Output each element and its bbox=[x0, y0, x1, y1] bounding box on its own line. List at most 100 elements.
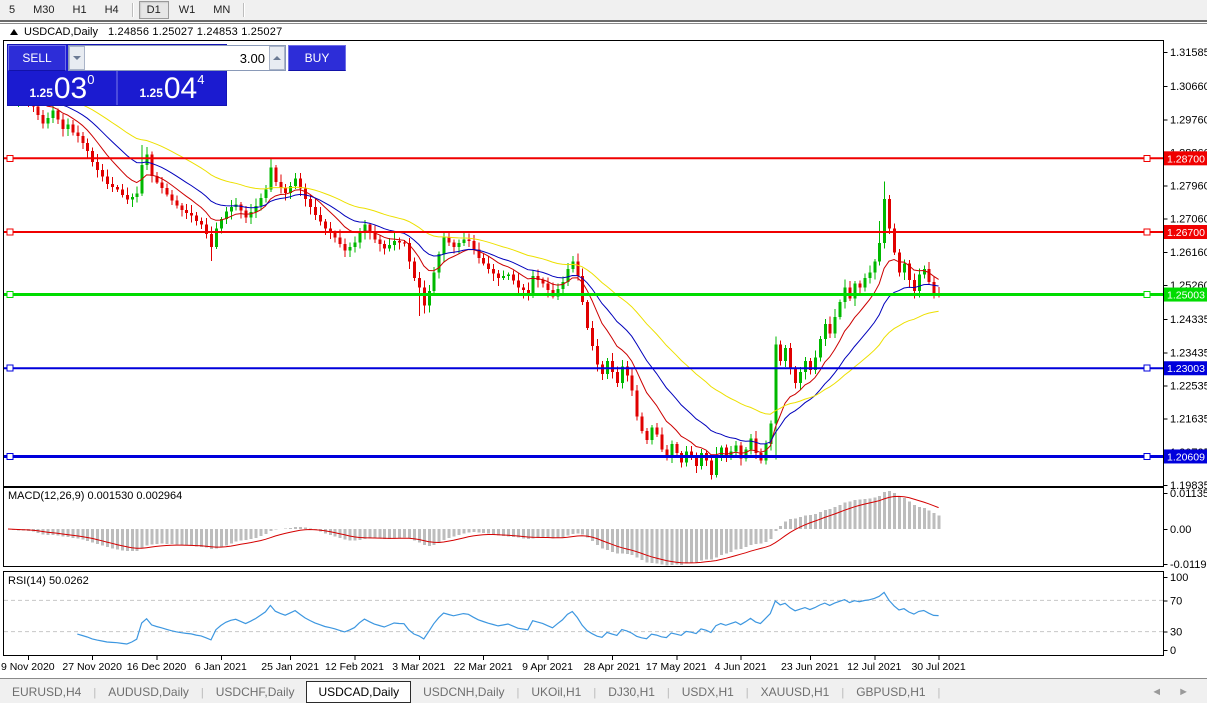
tf-button-d1[interactable]: D1 bbox=[138, 1, 169, 19]
svg-text:4 Jun 2021: 4 Jun 2021 bbox=[715, 661, 767, 673]
tab-usdcad-daily[interactable]: USDCAD,Daily bbox=[306, 680, 412, 703]
tf-button-h1[interactable]: H1 bbox=[72, 4, 87, 16]
svg-text:0.00: 0.00 bbox=[1170, 524, 1191, 536]
sell-price-small: 1.25 bbox=[29, 86, 53, 100]
sell-price-big: 03 bbox=[53, 72, 88, 105]
candlesticks[interactable] bbox=[7, 71, 941, 480]
hline-1.20609[interactable]: 1.20609 bbox=[4, 449, 1207, 464]
volume-decrease-button[interactable] bbox=[69, 46, 85, 70]
price-axis[interactable]: 1.315851.306601.297601.288601.279601.270… bbox=[1163, 47, 1207, 657]
svg-text:1.29760: 1.29760 bbox=[1170, 114, 1207, 126]
tab-gbpusd-h1[interactable]: GBPUSD,H1 bbox=[856, 684, 926, 699]
toolbar-separator bbox=[131, 3, 134, 17]
tabs-scroll-right-button[interactable]: ► bbox=[1178, 685, 1189, 698]
sell-price-display[interactable]: 1.25 03 0 bbox=[8, 71, 116, 105]
svg-text:1.24335: 1.24335 bbox=[1170, 314, 1207, 326]
hline-1.25003[interactable]: 1.25003 bbox=[4, 287, 1207, 302]
collapse-triangle-icon[interactable] bbox=[10, 29, 18, 35]
panel-frames bbox=[3, 40, 1164, 656]
svg-text:1.28700: 1.28700 bbox=[1167, 153, 1205, 165]
svg-text:16 Dec 2020: 16 Dec 2020 bbox=[127, 661, 187, 673]
chart-tabs-bar: EURUSD,H4 AUDUSD,Daily USDCHF,Daily USDC… bbox=[0, 678, 1207, 703]
svg-text:9 Apr 2021: 9 Apr 2021 bbox=[522, 661, 573, 673]
svg-text:70: 70 bbox=[1170, 595, 1182, 607]
chart-title-bar: USDCAD,Daily 1.24856 1.25027 1.24853 1.2… bbox=[0, 23, 1207, 40]
sell-price-superscript: 0 bbox=[87, 72, 95, 87]
svg-text:12 Jul 2021: 12 Jul 2021 bbox=[847, 661, 901, 673]
tf-button-m30[interactable]: M30 bbox=[33, 4, 55, 16]
svg-text:1.26700: 1.26700 bbox=[1167, 227, 1205, 239]
macd-label: MACD(12,26,9) 0.001530 0.002964 bbox=[8, 490, 182, 502]
svg-text:27 Nov 2020: 27 Nov 2020 bbox=[62, 661, 122, 673]
svg-text:30 Jul 2021: 30 Jul 2021 bbox=[911, 661, 965, 673]
tab-ukoil-h1[interactable]: UKOil,H1 bbox=[531, 684, 582, 699]
rsi-label: RSI(14) 50.0262 bbox=[8, 575, 89, 587]
svg-text:1.19835: 1.19835 bbox=[1170, 480, 1207, 492]
svg-text:1.22535: 1.22535 bbox=[1170, 380, 1207, 392]
tf-button-h4[interactable]: H4 bbox=[104, 4, 119, 16]
svg-text:1.23435: 1.23435 bbox=[1170, 347, 1207, 359]
tab-dj30-h1[interactable]: DJ30,H1 bbox=[608, 684, 655, 699]
hline-1.28700[interactable]: 1.28700 bbox=[4, 151, 1207, 166]
ohlc-values: 1.24856 1.25027 1.24853 1.25027 bbox=[107, 26, 283, 38]
svg-text:0.01135: 0.01135 bbox=[1170, 488, 1207, 500]
svg-text:1.21635: 1.21635 bbox=[1170, 414, 1207, 426]
svg-text:1.20609: 1.20609 bbox=[1167, 451, 1205, 463]
svg-text:12 Feb 2021: 12 Feb 2021 bbox=[325, 661, 384, 673]
arrow-down-icon bbox=[73, 56, 81, 60]
arrow-up-icon bbox=[273, 56, 281, 60]
svg-text:100: 100 bbox=[1170, 572, 1188, 584]
svg-text:1.27960: 1.27960 bbox=[1170, 181, 1207, 193]
tab-eurusd-h4[interactable]: EURUSD,H4 bbox=[12, 684, 82, 699]
svg-text:0: 0 bbox=[1170, 645, 1176, 657]
svg-text:1.23003: 1.23003 bbox=[1167, 363, 1205, 375]
hline-1.26700[interactable]: 1.26700 bbox=[4, 225, 1207, 240]
svg-text:1.31585: 1.31585 bbox=[1170, 47, 1207, 59]
svg-text:25 Jan 2021: 25 Jan 2021 bbox=[261, 661, 319, 673]
tf-button-m5[interactable]: 5 bbox=[9, 4, 16, 16]
svg-text:22 Mar 2021: 22 Mar 2021 bbox=[454, 661, 513, 673]
svg-text:3 Mar 2021: 3 Mar 2021 bbox=[392, 661, 445, 673]
tabs-scroll-left-button[interactable]: ◄ bbox=[1151, 685, 1163, 698]
tab-usdchf-daily[interactable]: USDCHF,Daily bbox=[215, 684, 295, 699]
volume-spinner bbox=[68, 45, 286, 71]
buy-price-big: 04 bbox=[163, 72, 198, 105]
macd-indicator[interactable] bbox=[7, 491, 941, 566]
symbol-title: USDCAD,Daily bbox=[24, 26, 98, 38]
svg-text:17 May 2021: 17 May 2021 bbox=[646, 661, 707, 673]
price-divider bbox=[116, 71, 118, 105]
svg-text:28 Apr 2021: 28 Apr 2021 bbox=[584, 661, 641, 673]
svg-text:-0.011904: -0.011904 bbox=[1170, 559, 1207, 571]
tab-usdcnh-daily[interactable]: USDCNH,Daily bbox=[423, 684, 505, 699]
tab-audusd-daily[interactable]: AUDUSD,Daily bbox=[108, 684, 189, 699]
svg-text:1.27060: 1.27060 bbox=[1170, 214, 1207, 226]
tab-xauusd-h1[interactable]: XAUUSD,H1 bbox=[760, 684, 830, 699]
volume-increase-button[interactable] bbox=[269, 46, 285, 70]
tab-usdx-h1[interactable]: USDX,H1 bbox=[681, 684, 734, 699]
tab-separator bbox=[938, 685, 941, 699]
moving-averages bbox=[7, 87, 939, 456]
svg-text:1.26160: 1.26160 bbox=[1170, 247, 1207, 259]
toolbar-separator bbox=[243, 3, 246, 17]
buy-price-small: 1.25 bbox=[139, 86, 163, 100]
svg-text:1.30660: 1.30660 bbox=[1170, 81, 1207, 93]
svg-text:6 Jan 2021: 6 Jan 2021 bbox=[195, 661, 247, 673]
buy-price-display[interactable]: 1.25 04 4 bbox=[118, 71, 226, 105]
svg-text:23 Jun 2021: 23 Jun 2021 bbox=[781, 661, 839, 673]
timeframe-toolbar: 5 M30 H1 H4 D1 W1 MN bbox=[0, 0, 1207, 22]
buy-button[interactable]: BUY bbox=[288, 45, 346, 71]
rsi-indicator[interactable] bbox=[4, 591, 1163, 645]
sell-button[interactable]: SELL bbox=[8, 45, 66, 71]
tf-button-mn[interactable]: MN bbox=[213, 4, 231, 16]
svg-text:1.25003: 1.25003 bbox=[1167, 290, 1205, 302]
buy-price-superscript: 4 bbox=[197, 72, 205, 87]
tf-button-w1[interactable]: W1 bbox=[178, 4, 196, 16]
hline-1.23003[interactable]: 1.23003 bbox=[4, 361, 1207, 376]
svg-text:9 Nov 2020: 9 Nov 2020 bbox=[1, 661, 55, 673]
svg-text:30: 30 bbox=[1170, 627, 1182, 639]
volume-input[interactable] bbox=[85, 46, 269, 70]
date-axis[interactable]: 9 Nov 2020 27 Nov 2020 16 Dec 2020 6 Jan 20… bbox=[1, 656, 966, 673]
